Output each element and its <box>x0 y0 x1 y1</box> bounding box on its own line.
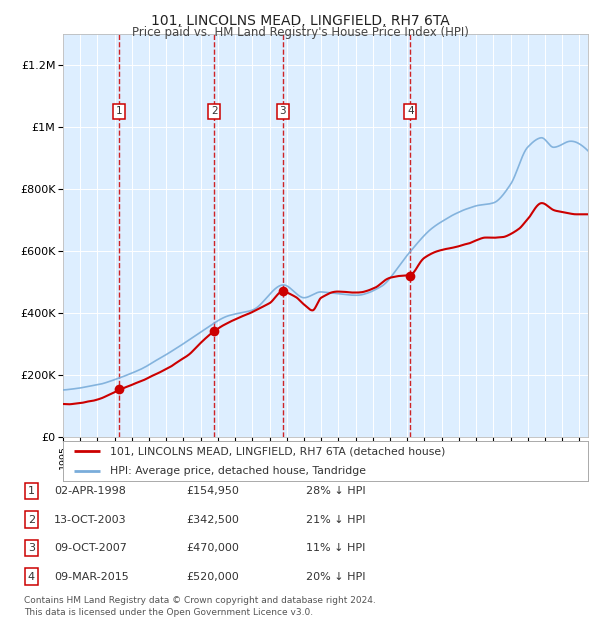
Text: 2: 2 <box>28 515 35 525</box>
Text: Contains HM Land Registry data © Crown copyright and database right 2024.
This d: Contains HM Land Registry data © Crown c… <box>24 596 376 617</box>
Text: 3: 3 <box>280 107 286 117</box>
Text: 28% ↓ HPI: 28% ↓ HPI <box>306 486 365 496</box>
Text: £154,950: £154,950 <box>186 486 239 496</box>
Text: HPI: Average price, detached house, Tandridge: HPI: Average price, detached house, Tand… <box>110 466 366 476</box>
Text: 1: 1 <box>116 107 122 117</box>
Text: 21% ↓ HPI: 21% ↓ HPI <box>306 515 365 525</box>
Text: 4: 4 <box>28 572 35 582</box>
Text: 09-MAR-2015: 09-MAR-2015 <box>54 572 129 582</box>
Text: 09-OCT-2007: 09-OCT-2007 <box>54 543 127 553</box>
Text: 02-APR-1998: 02-APR-1998 <box>54 486 126 496</box>
Text: 101, LINCOLNS MEAD, LINGFIELD, RH7 6TA (detached house): 101, LINCOLNS MEAD, LINGFIELD, RH7 6TA (… <box>110 446 446 456</box>
Text: 101, LINCOLNS MEAD, LINGFIELD, RH7 6TA: 101, LINCOLNS MEAD, LINGFIELD, RH7 6TA <box>151 14 449 28</box>
Text: 3: 3 <box>28 543 35 553</box>
Text: 13-OCT-2003: 13-OCT-2003 <box>54 515 127 525</box>
Text: Price paid vs. HM Land Registry's House Price Index (HPI): Price paid vs. HM Land Registry's House … <box>131 26 469 39</box>
Text: 11% ↓ HPI: 11% ↓ HPI <box>306 543 365 553</box>
Text: 20% ↓ HPI: 20% ↓ HPI <box>306 572 365 582</box>
Text: £520,000: £520,000 <box>186 572 239 582</box>
Text: 2: 2 <box>211 107 217 117</box>
Text: 4: 4 <box>407 107 413 117</box>
Text: £342,500: £342,500 <box>186 515 239 525</box>
Text: £470,000: £470,000 <box>186 543 239 553</box>
Text: 1: 1 <box>28 486 35 496</box>
